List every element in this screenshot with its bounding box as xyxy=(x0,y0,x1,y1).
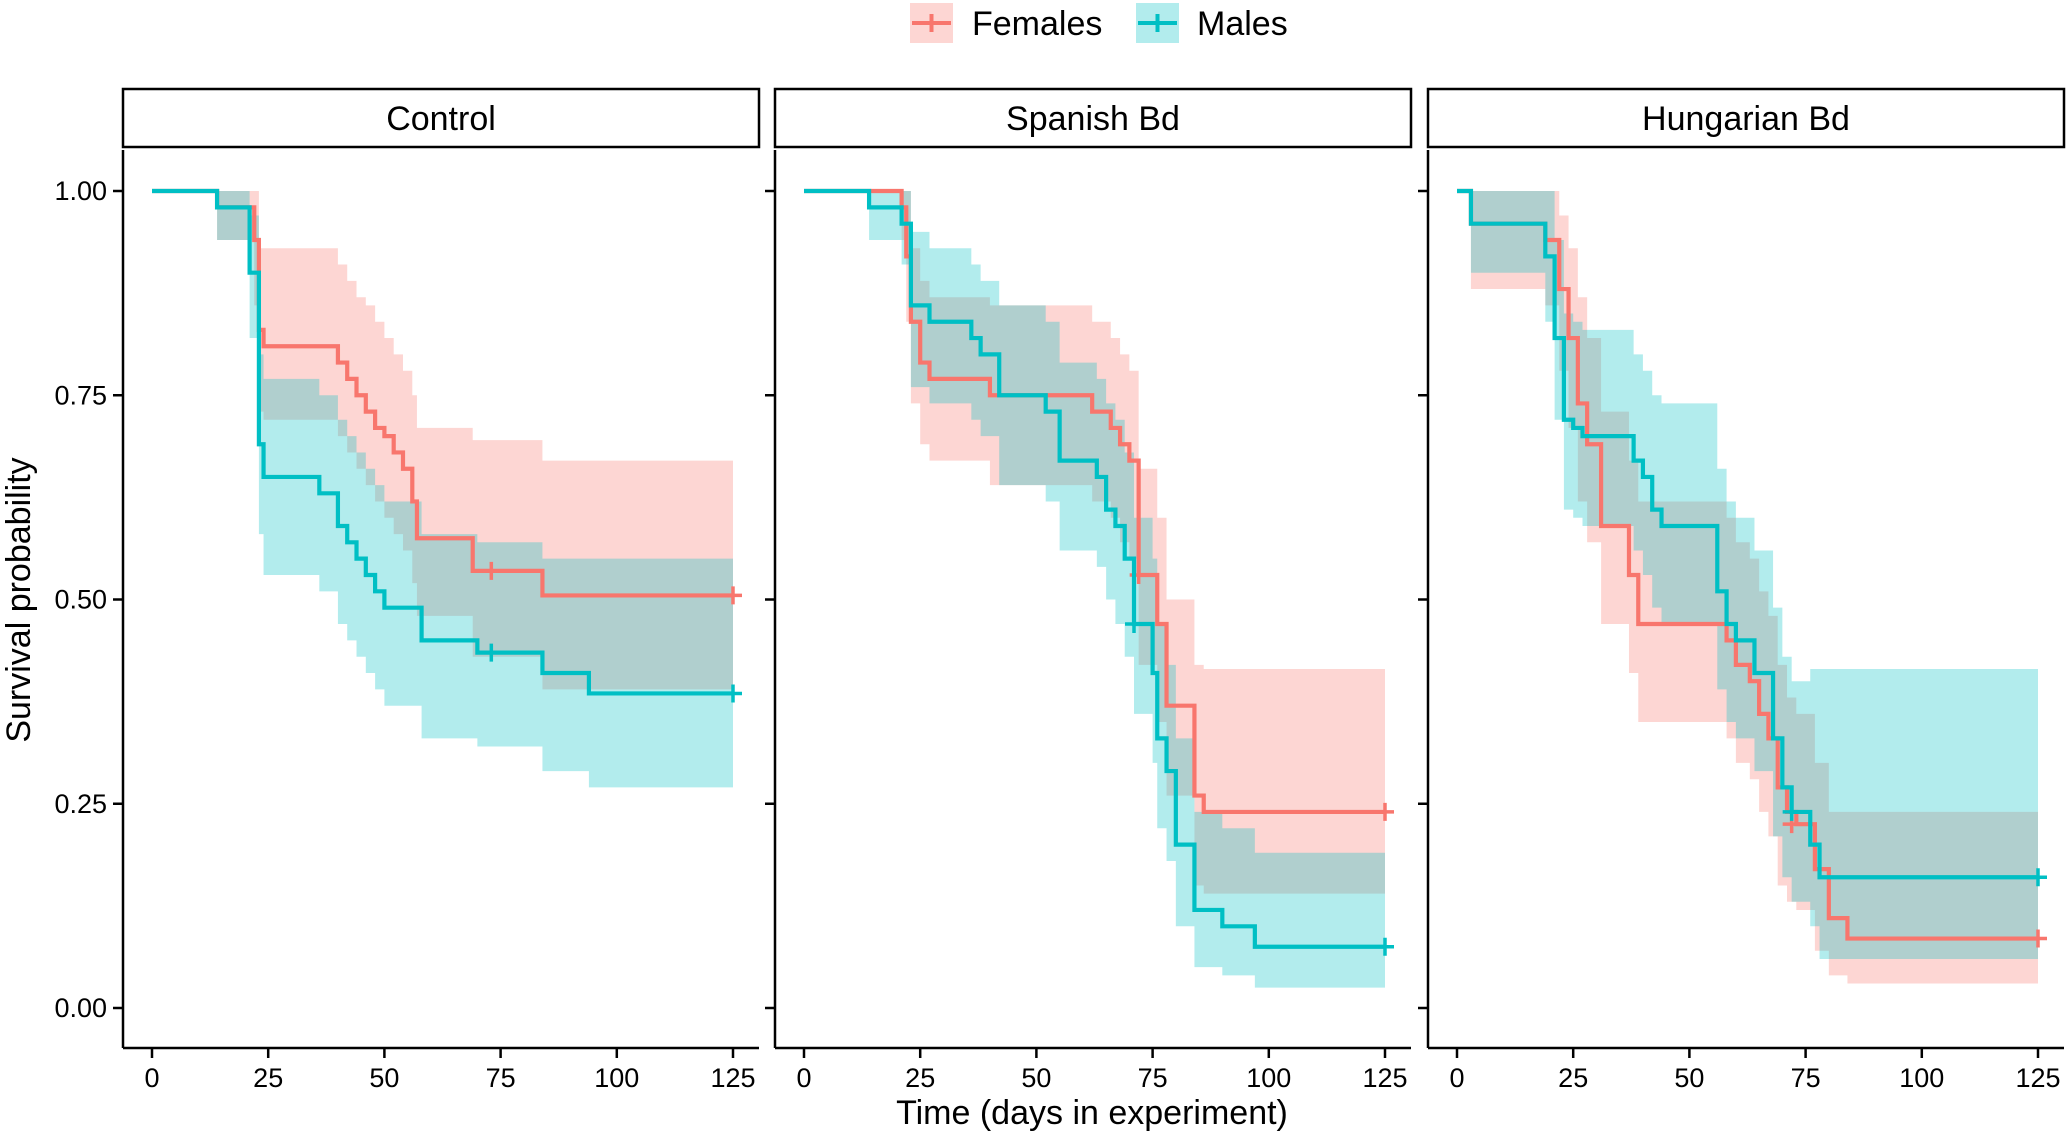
y-tick-label: 0.00 xyxy=(54,993,107,1023)
ci-band-females xyxy=(1457,191,2038,984)
legend: Females Males xyxy=(910,3,1288,43)
y-axis-title: Survival probability xyxy=(0,457,38,742)
ci-band-males xyxy=(1457,191,2038,959)
panel-strip xyxy=(1426,87,2066,149)
x-tick-label: 75 xyxy=(486,1063,516,1093)
x-tick-label: 25 xyxy=(1558,1063,1588,1093)
ci-band-males xyxy=(804,191,1385,988)
panels: Control 0 25 50 75 100 125 0.00 0.25 0.50 0.75 1.00… xyxy=(54,87,2066,1093)
x-tick-label: 125 xyxy=(710,1063,755,1093)
x-tick-label: 50 xyxy=(369,1063,399,1093)
legend-item-females: Females xyxy=(910,3,1102,43)
panel-title: Control xyxy=(386,100,496,138)
x-axis-title: Time (days in experiment) xyxy=(896,1094,1288,1132)
legend-label: Males xyxy=(1197,5,1288,43)
x-tick-label: 100 xyxy=(594,1063,639,1093)
x-tick-label: 100 xyxy=(1246,1063,1291,1093)
censor-mark-females xyxy=(2029,929,2047,948)
censor-mark-males xyxy=(1782,802,1801,821)
panel-strip xyxy=(121,87,761,149)
censor-mark-males xyxy=(482,643,501,662)
x-tick-label: 0 xyxy=(796,1063,811,1093)
censor-mark-males xyxy=(1376,937,1394,956)
x-tick-label: 100 xyxy=(1899,1063,1944,1093)
panel-title: Spanish Bd xyxy=(1006,100,1180,138)
y-tick-label: 0.50 xyxy=(54,585,107,615)
survival-line-males xyxy=(152,188,733,696)
survival-line-males xyxy=(804,188,1385,949)
x-tick-label: 25 xyxy=(905,1063,935,1093)
y-tick-label: 0.25 xyxy=(54,789,107,819)
y-tick-label: 0.75 xyxy=(54,380,107,410)
ci-band-females xyxy=(804,191,1385,894)
x-tick-label: 0 xyxy=(144,1063,159,1093)
legend-label: Females xyxy=(972,5,1102,43)
x-tick-label: 25 xyxy=(253,1063,283,1093)
x-tick-label: 125 xyxy=(1362,1063,1407,1093)
panel-hungarian-bd: Hungarian Bd 0 25 50 75 100 125 xyxy=(1418,87,2066,1093)
panel-control: Control 0 25 50 75 100 125 0.00 0.25 0.50 0.75 1.00 xyxy=(54,87,761,1093)
x-tick-label: 75 xyxy=(1791,1063,1821,1093)
panel-strip xyxy=(773,87,1413,149)
survival-line-females xyxy=(152,188,733,598)
censor-mark-females xyxy=(724,586,742,605)
ci-band-females xyxy=(152,191,733,690)
x-tick-label: 50 xyxy=(1674,1063,1704,1093)
survival-line-males xyxy=(1457,188,2038,880)
ci-band-males xyxy=(152,191,733,788)
censor-mark-males xyxy=(1125,615,1144,634)
legend-item-males: Males xyxy=(1136,3,1288,43)
x-tick-label: 0 xyxy=(1449,1063,1464,1093)
panel-spanish-bd: Spanish Bd 0 25 50 75 100 125 xyxy=(765,87,1413,1093)
x-tick-label: 50 xyxy=(1021,1063,1051,1093)
censor-mark-males xyxy=(2029,868,2047,887)
censor-mark-females xyxy=(1376,802,1394,821)
panel-title: Hungarian Bd xyxy=(1642,100,1850,138)
censor-mark-females xyxy=(482,561,501,580)
x-tick-label: 125 xyxy=(2015,1063,2060,1093)
y-tick-label: 1.00 xyxy=(54,176,107,206)
x-tick-label: 75 xyxy=(1138,1063,1168,1093)
censor-mark-males xyxy=(724,684,742,703)
